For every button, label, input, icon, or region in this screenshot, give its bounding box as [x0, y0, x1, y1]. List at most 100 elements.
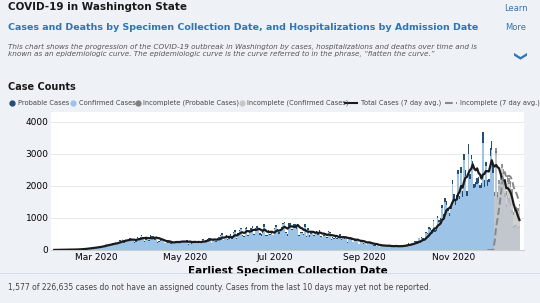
Bar	[256, 228, 258, 250]
Bar	[106, 244, 107, 250]
Bar	[83, 249, 84, 250]
Bar	[167, 243, 168, 250]
Bar	[281, 227, 282, 228]
Bar	[468, 144, 469, 154]
Bar	[430, 230, 431, 250]
Bar	[418, 238, 420, 250]
Bar	[199, 244, 201, 250]
Bar	[119, 240, 120, 241]
Bar	[222, 241, 224, 250]
Bar	[230, 235, 232, 250]
Bar	[488, 178, 490, 182]
Bar	[457, 170, 459, 174]
Text: Incomplete (7 day avg.): Incomplete (7 day avg.)	[461, 99, 540, 106]
Bar	[373, 245, 374, 246]
Bar	[504, 192, 505, 197]
Bar	[174, 241, 176, 250]
Bar	[316, 231, 318, 233]
Bar	[84, 248, 85, 250]
Bar	[183, 242, 185, 250]
Bar	[282, 224, 284, 250]
Bar	[490, 148, 491, 156]
Bar	[309, 237, 310, 250]
Bar	[118, 242, 119, 250]
Bar	[351, 241, 353, 250]
Bar	[451, 184, 453, 250]
Bar	[387, 246, 389, 250]
Bar	[129, 238, 131, 239]
Bar	[470, 159, 472, 250]
Bar	[438, 222, 440, 250]
Bar	[129, 239, 131, 250]
Bar	[461, 173, 462, 250]
Bar	[509, 198, 510, 202]
Bar	[433, 220, 434, 221]
Bar	[482, 143, 484, 250]
Bar	[450, 206, 451, 208]
Bar	[314, 232, 316, 233]
Bar	[301, 234, 303, 250]
X-axis label: Earliest Specimen Collection Date: Earliest Specimen Collection Date	[188, 266, 387, 276]
Bar	[377, 245, 379, 250]
Bar	[234, 232, 236, 250]
Bar	[374, 246, 376, 250]
Bar	[139, 238, 141, 250]
Bar	[428, 228, 430, 250]
Bar	[476, 184, 478, 250]
Bar	[226, 236, 227, 250]
Bar	[409, 246, 411, 250]
Bar	[447, 208, 449, 211]
Bar	[498, 180, 500, 184]
Bar	[241, 235, 243, 236]
Bar	[497, 195, 498, 200]
Bar	[335, 237, 336, 238]
Bar	[305, 227, 306, 250]
Bar	[309, 235, 310, 237]
Bar	[284, 222, 285, 223]
Bar	[316, 233, 318, 250]
Bar	[424, 239, 426, 240]
Bar	[401, 246, 402, 250]
Bar	[253, 234, 255, 235]
Bar	[179, 243, 180, 250]
Bar	[505, 205, 507, 207]
Bar	[314, 233, 316, 250]
Bar	[299, 235, 300, 236]
Bar	[424, 240, 426, 250]
Bar	[172, 242, 173, 243]
Bar	[158, 241, 160, 242]
Bar	[198, 241, 199, 250]
Bar	[453, 194, 455, 199]
Bar	[145, 241, 147, 250]
Bar	[396, 246, 397, 250]
Bar	[150, 235, 151, 237]
Bar	[343, 239, 345, 250]
Bar	[148, 240, 150, 241]
Bar	[237, 233, 239, 234]
Bar	[262, 231, 264, 233]
Bar	[323, 235, 325, 236]
Bar	[414, 242, 415, 250]
Text: More: More	[505, 23, 526, 32]
Bar	[124, 243, 125, 250]
Bar	[510, 202, 511, 206]
Bar	[422, 239, 424, 250]
Bar	[342, 238, 343, 250]
Bar	[202, 240, 204, 250]
Bar	[336, 239, 338, 250]
Bar	[232, 238, 233, 239]
Bar	[288, 226, 290, 250]
Bar	[271, 233, 272, 234]
Bar	[474, 184, 475, 188]
Bar	[214, 240, 215, 250]
Bar	[253, 235, 255, 250]
Bar	[268, 230, 269, 231]
Bar	[310, 233, 312, 234]
Bar	[426, 233, 427, 250]
Bar	[384, 247, 386, 250]
Bar	[211, 243, 212, 250]
Bar	[380, 245, 382, 250]
Bar	[218, 238, 220, 250]
Bar	[480, 188, 481, 250]
Bar	[245, 228, 246, 229]
